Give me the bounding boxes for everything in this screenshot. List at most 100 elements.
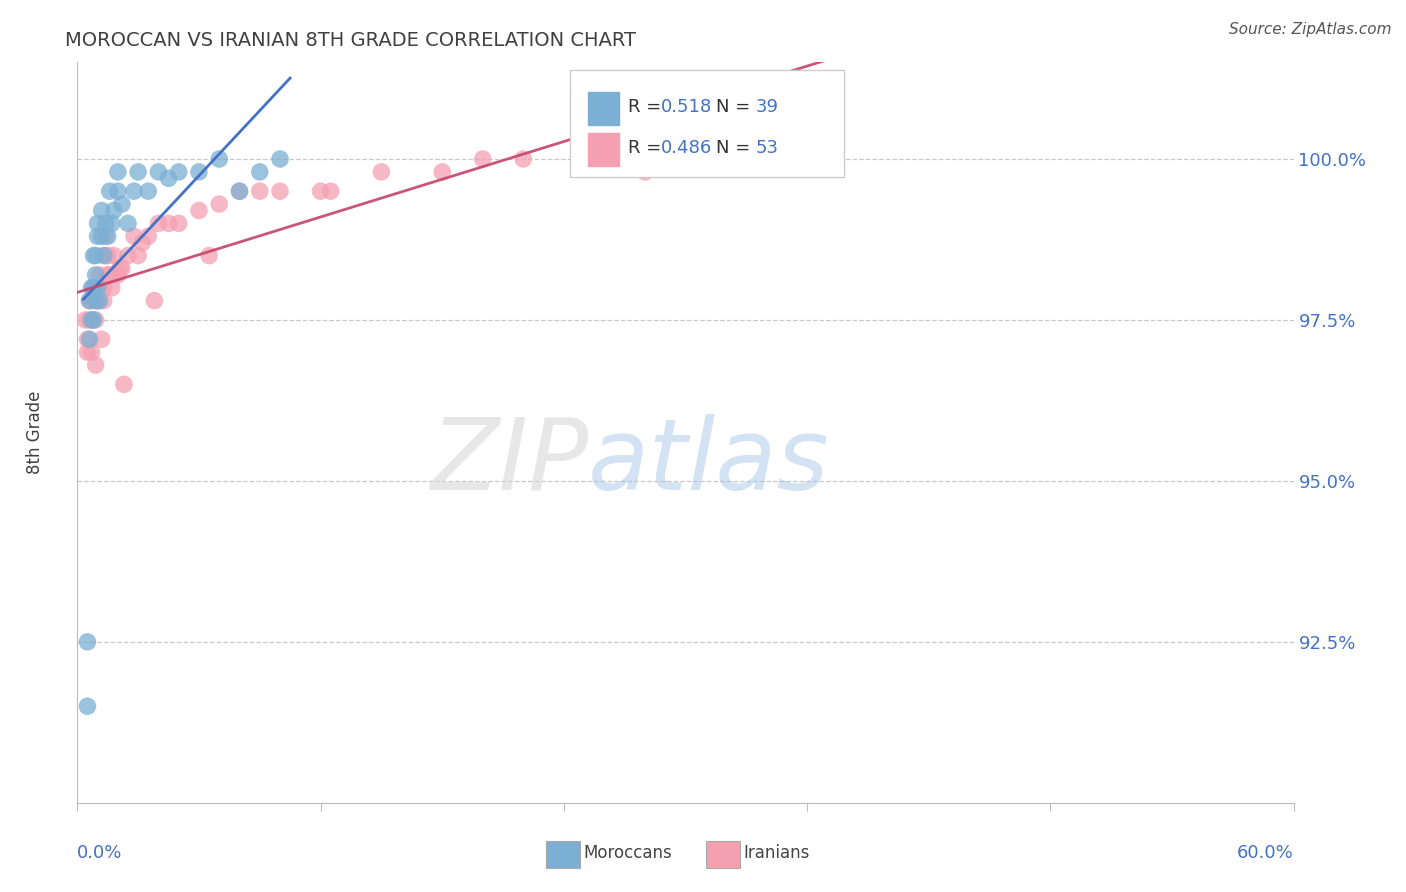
Iranians (430, 165, 453, 179)
Moroccans (76, 699, 98, 714)
Iranians (157, 216, 180, 230)
Iranians (84, 358, 107, 372)
Iranians (83, 281, 105, 295)
Moroccans (83, 281, 105, 295)
Text: MOROCCAN VS IRANIAN 8TH GRADE CORRELATION CHART: MOROCCAN VS IRANIAN 8TH GRADE CORRELATIO… (65, 30, 636, 50)
Moroccans (249, 165, 271, 179)
Iranians (97, 249, 120, 263)
Iranians (93, 281, 115, 295)
Iranians (117, 249, 139, 263)
Moroccans (79, 293, 101, 308)
Iranians (634, 165, 657, 179)
Text: 53: 53 (756, 138, 779, 157)
Iranians (101, 281, 124, 295)
FancyBboxPatch shape (706, 841, 740, 868)
Moroccans (93, 249, 115, 263)
Iranians (94, 249, 117, 263)
Bar (588, 92, 619, 126)
Bar (588, 133, 619, 166)
Iranians (79, 313, 101, 327)
Moroccans (76, 635, 98, 649)
Moroccans (136, 184, 159, 198)
Text: 39: 39 (756, 98, 779, 116)
Moroccans (84, 268, 107, 282)
Iranians (136, 229, 159, 244)
Iranians (107, 268, 129, 282)
Moroccans (79, 332, 101, 346)
Moroccans (167, 165, 190, 179)
Iranians (79, 293, 101, 308)
Iranians (572, 152, 595, 166)
Iranians (94, 229, 117, 244)
Moroccans (103, 203, 125, 218)
Iranians (112, 377, 135, 392)
Iranians (269, 184, 291, 198)
Iranians (80, 345, 103, 359)
Moroccans (86, 281, 108, 295)
Iranians (143, 293, 166, 308)
Moroccans (208, 152, 231, 166)
Moroccans (107, 184, 129, 198)
Iranians (103, 249, 125, 263)
Text: R =: R = (628, 138, 668, 157)
Moroccans (94, 216, 117, 230)
Moroccans (117, 216, 139, 230)
Text: Iranians: Iranians (744, 844, 810, 863)
Iranians (75, 313, 97, 327)
Iranians (675, 139, 697, 153)
Moroccans (107, 165, 129, 179)
Iranians (198, 249, 221, 263)
Moroccans (269, 152, 291, 166)
Moroccans (98, 184, 121, 198)
Moroccans (97, 229, 120, 244)
Moroccans (86, 229, 108, 244)
Iranians (148, 216, 170, 230)
Iranians (370, 165, 392, 179)
Iranians (167, 216, 190, 230)
Iranians (512, 152, 534, 166)
FancyBboxPatch shape (546, 841, 579, 868)
Moroccans (101, 216, 124, 230)
Iranians (319, 184, 342, 198)
Moroccans (111, 197, 134, 211)
Text: N =: N = (716, 98, 756, 116)
Moroccans (83, 249, 105, 263)
Moroccans (90, 203, 112, 218)
Moroccans (80, 281, 103, 295)
Text: 60.0%: 60.0% (1237, 844, 1294, 862)
Text: atlas: atlas (588, 414, 830, 511)
Iranians (93, 293, 115, 308)
Iranians (228, 184, 250, 198)
Iranians (249, 184, 271, 198)
Moroccans (84, 249, 107, 263)
Text: Moroccans: Moroccans (583, 844, 672, 863)
Text: 0.0%: 0.0% (77, 844, 122, 862)
Iranians (90, 332, 112, 346)
Iranians (76, 345, 98, 359)
Iranians (76, 332, 98, 346)
Moroccans (228, 184, 250, 198)
Text: R =: R = (628, 98, 668, 116)
Iranians (90, 281, 112, 295)
Moroccans (89, 293, 111, 308)
Moroccans (148, 165, 170, 179)
Text: 0.518: 0.518 (661, 98, 713, 116)
Iranians (98, 268, 121, 282)
Moroccans (122, 184, 145, 198)
Moroccans (86, 216, 108, 230)
FancyBboxPatch shape (569, 70, 844, 178)
Iranians (97, 268, 120, 282)
Text: 0.486: 0.486 (661, 138, 713, 157)
Text: N =: N = (716, 138, 756, 157)
Iranians (471, 152, 494, 166)
Moroccans (188, 165, 211, 179)
Iranians (188, 203, 211, 218)
Moroccans (80, 313, 103, 327)
Text: ZIP: ZIP (430, 414, 588, 511)
Moroccans (157, 171, 180, 186)
Iranians (80, 293, 103, 308)
Text: Source: ZipAtlas.com: Source: ZipAtlas.com (1229, 22, 1392, 37)
Moroccans (83, 313, 105, 327)
Moroccans (90, 229, 112, 244)
Iranians (86, 293, 108, 308)
